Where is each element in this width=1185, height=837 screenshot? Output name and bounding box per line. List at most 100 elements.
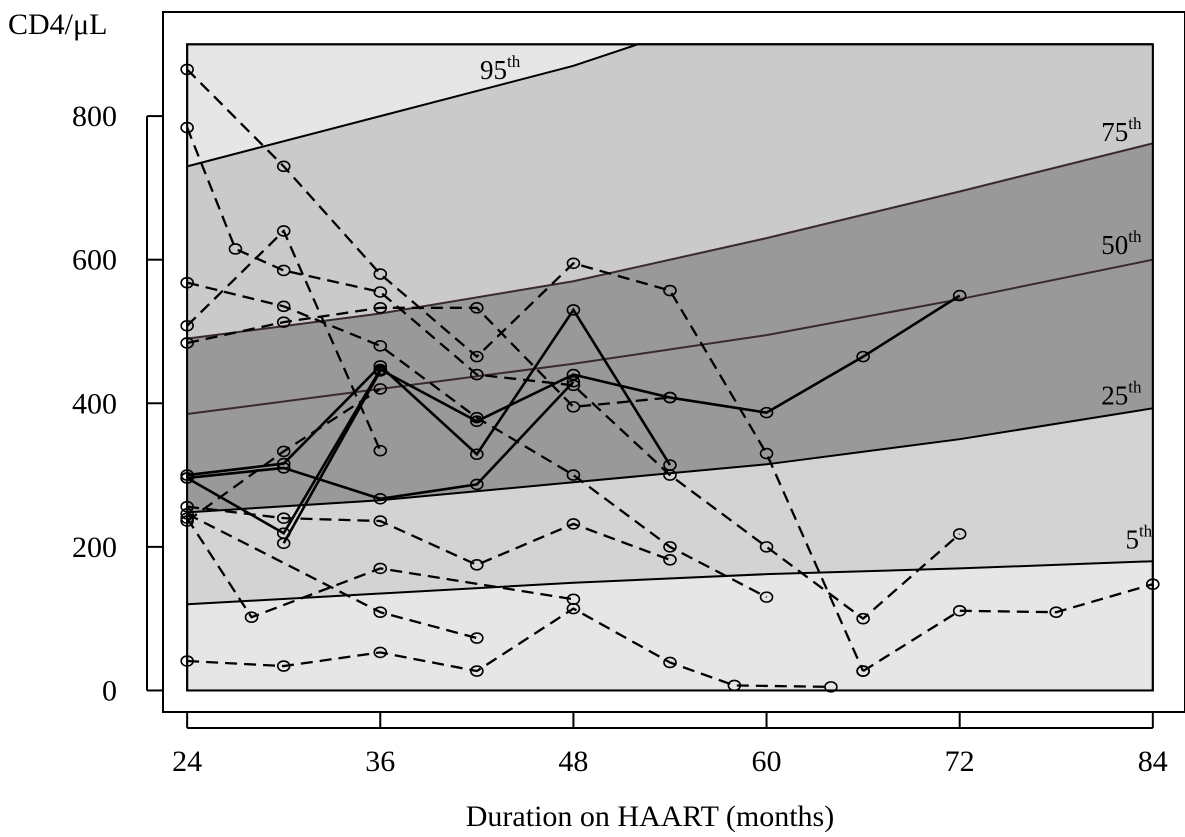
series-line-5 — [186, 127, 961, 621]
data-point — [373, 646, 388, 659]
data-point — [373, 383, 388, 395]
percentile-label-suffix: th — [1128, 227, 1142, 246]
data-point — [180, 655, 194, 667]
data-point — [470, 478, 484, 491]
percentile-label-75: 75th — [1101, 114, 1142, 147]
data-point — [228, 243, 243, 255]
series-line-9 — [186, 228, 382, 452]
percentile-label-number: 75 — [1101, 117, 1128, 147]
band-25-75 — [187, 143, 1153, 513]
data-point — [180, 469, 194, 481]
data-point — [180, 515, 194, 527]
percentile-label-number: 95 — [480, 55, 507, 85]
data-point — [566, 469, 581, 481]
data-point — [856, 665, 870, 677]
data-point — [180, 508, 194, 520]
data-point — [180, 121, 194, 134]
series-line-8 — [186, 306, 671, 409]
data-point — [276, 445, 291, 458]
series-line-10 — [186, 387, 381, 522]
data-point — [566, 375, 581, 388]
data-point — [180, 319, 194, 332]
percentile-label-suffix: th — [507, 52, 521, 71]
data-point — [470, 415, 484, 428]
data-point — [276, 160, 291, 173]
data-point — [373, 360, 388, 372]
percentile-label-number: 25 — [1101, 381, 1128, 411]
percentile-label-suffix: th — [1128, 378, 1142, 397]
data-point — [276, 660, 291, 672]
band-75-95 — [187, 44, 1153, 339]
data-point — [373, 268, 388, 280]
data-point — [663, 553, 677, 566]
data-point — [663, 469, 677, 481]
percentile-label-number: 5 — [1125, 524, 1139, 554]
percentile-label-95: 95th — [480, 52, 521, 85]
data-point — [276, 316, 291, 328]
data-point — [276, 264, 291, 277]
x-tick-label: 36 — [365, 745, 395, 778]
data-point — [1049, 606, 1064, 619]
data-point — [566, 401, 581, 413]
data-point — [276, 462, 291, 474]
data-point — [373, 492, 388, 505]
band-5-25 — [187, 408, 1153, 605]
data-point — [470, 448, 484, 461]
data-point — [759, 541, 774, 553]
data-point — [566, 518, 581, 530]
x-tick-label: 24 — [172, 745, 202, 778]
percentile-label-50: 50th — [1101, 227, 1142, 260]
data-point — [470, 665, 484, 677]
data-point — [470, 632, 484, 644]
data-point — [727, 679, 742, 692]
data-point — [566, 257, 581, 270]
percentile-label-suffix: th — [1139, 521, 1153, 540]
data-point — [470, 368, 484, 381]
data-point — [952, 604, 967, 617]
data-point — [276, 537, 291, 550]
data-point — [373, 286, 388, 298]
data-point — [244, 611, 259, 624]
percentile-label-number: 50 — [1101, 230, 1128, 260]
x-tick-label: 72 — [945, 745, 975, 778]
data-point — [180, 63, 194, 76]
x-tick-label: 60 — [752, 745, 782, 778]
data-point — [663, 541, 677, 553]
data-point — [180, 472, 194, 484]
data-point — [276, 225, 291, 237]
band-border — [186, 43, 1154, 692]
data-point — [373, 340, 388, 352]
y-tick-label: 600 — [72, 244, 117, 277]
data-point — [759, 406, 774, 419]
data-point — [759, 447, 774, 460]
data-point — [824, 681, 838, 693]
series-line-1 — [186, 307, 672, 477]
percentile-label-suffix: th — [1128, 114, 1142, 133]
x-tick-label: 48 — [558, 745, 588, 778]
data-point — [952, 528, 967, 540]
data-point — [759, 591, 774, 603]
data-point — [856, 350, 870, 363]
series-line-15 — [862, 583, 1154, 673]
data-point — [180, 276, 194, 289]
percentile-curve-25 — [187, 407, 1153, 514]
y-tick-label: 200 — [72, 531, 117, 564]
data-point — [663, 656, 677, 669]
data-point — [470, 301, 484, 314]
y-tick-label: 400 — [72, 387, 117, 420]
data-point — [470, 411, 484, 424]
data-point — [1146, 578, 1160, 591]
percentile-label-25: 25th — [1101, 378, 1142, 411]
series-line-11 — [187, 505, 671, 567]
data-point — [373, 444, 388, 457]
data-point — [470, 350, 484, 363]
data-point — [952, 289, 967, 302]
series-line-3 — [187, 380, 575, 501]
data-point — [373, 365, 388, 377]
y-tick-label: 0 — [102, 674, 117, 707]
series-line-13 — [186, 512, 478, 640]
data-point — [276, 512, 291, 524]
y-axis-title: CD4/μL — [8, 8, 107, 41]
series-line-14 — [187, 607, 831, 689]
